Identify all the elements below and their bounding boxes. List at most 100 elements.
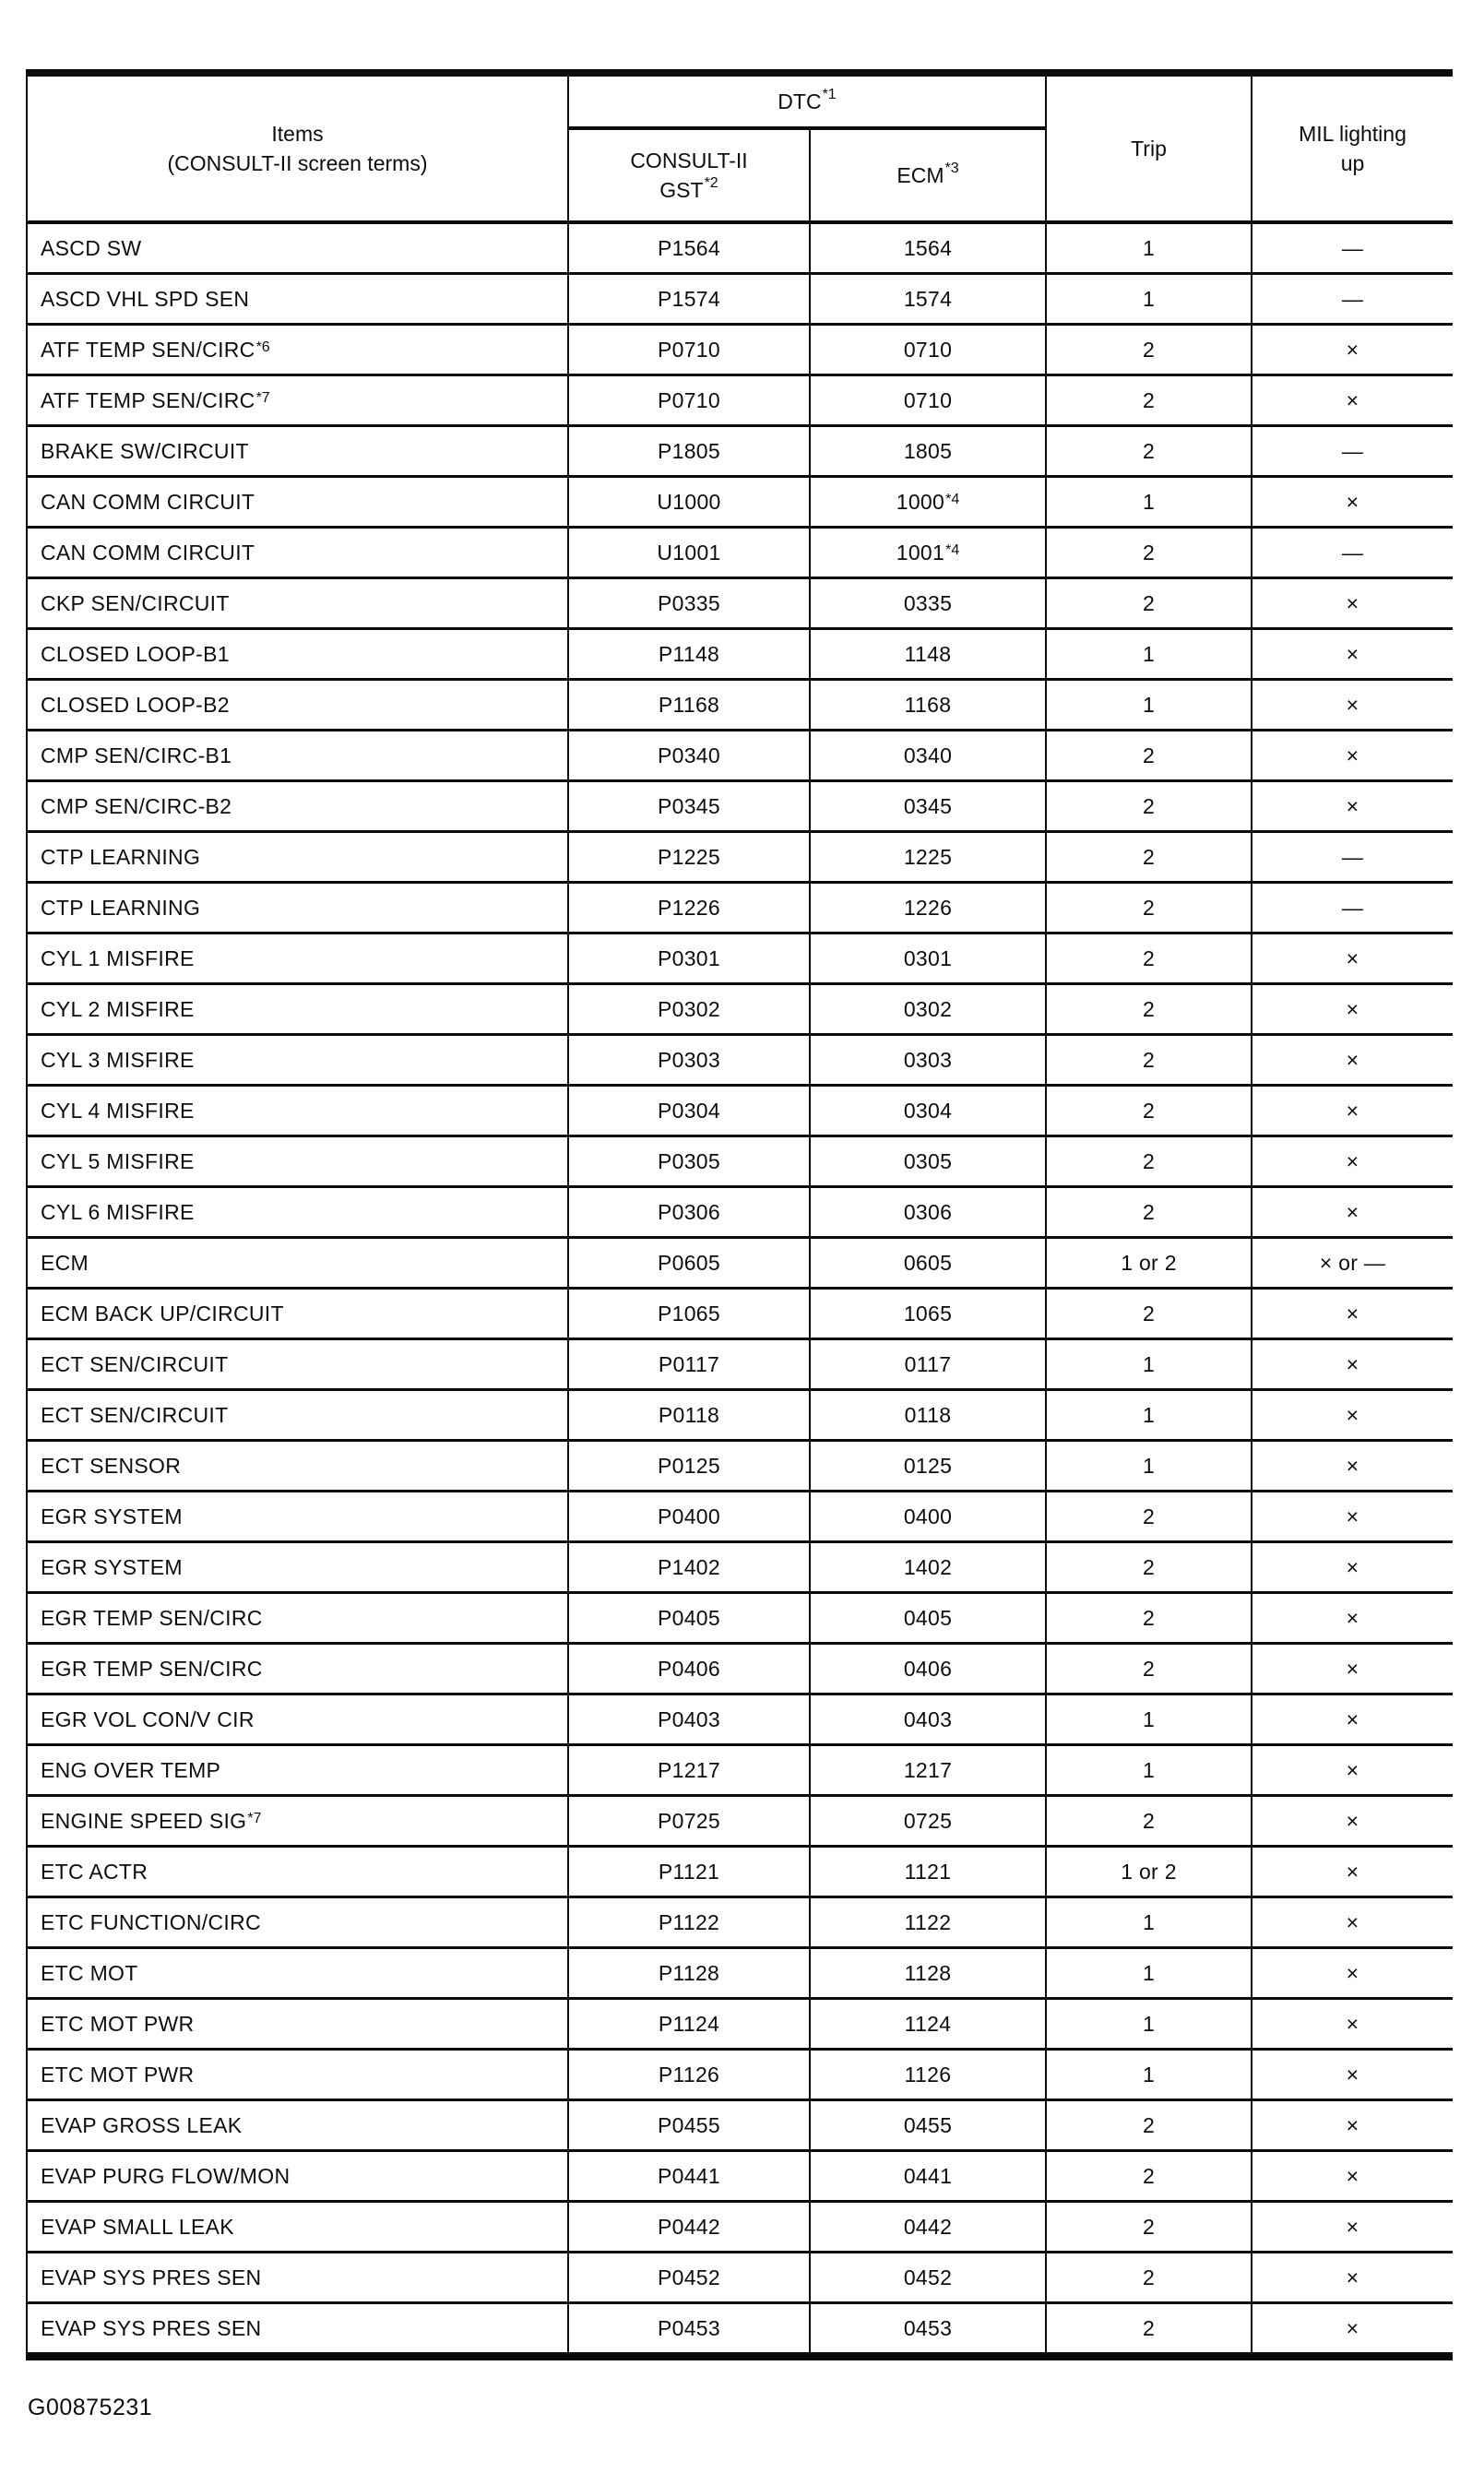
- trip-cell: 1: [1045, 275, 1251, 323]
- mil-lighting-cell: ×: [1251, 1290, 1453, 1338]
- table-row: ENG OVER TEMP P1217 1217 1 ×: [28, 1743, 1453, 1794]
- mil-lighting-cell: ×: [1251, 1645, 1453, 1693]
- trip-cell: 1: [1045, 2000, 1251, 2048]
- ecm-code-cell: 1805: [809, 427, 1045, 475]
- mil-lighting-cell: ×: [1251, 1340, 1453, 1388]
- ecm-code-cell: 0403: [809, 1695, 1045, 1743]
- mil-lighting-cell: —: [1251, 224, 1453, 272]
- trip-cell: 2: [1045, 2101, 1251, 2149]
- consult-gst-code-cell: P0303: [567, 1036, 809, 1084]
- mil-lighting-cell: ×: [1251, 1543, 1453, 1591]
- ecm-code-cell: 0710: [809, 326, 1045, 374]
- mil-lighting-cell: ×: [1251, 731, 1453, 779]
- mil-lighting-cell: ×: [1251, 1898, 1453, 1946]
- footnote-marker: *1: [822, 87, 837, 103]
- mil-lighting-cell: × or —: [1251, 1239, 1453, 1287]
- mil-lighting-cell: —: [1251, 427, 1453, 475]
- ecm-code-cell: 0304: [809, 1087, 1045, 1135]
- header-trip: Trip: [1045, 77, 1251, 220]
- item-cell: ETC FUNCTION/CIRC: [41, 1909, 261, 1934]
- mil-lighting-cell: ×: [1251, 326, 1453, 374]
- item-cell: EGR VOL CON/V CIR: [41, 1706, 255, 1731]
- header-dtc: DTC*1: [567, 77, 1045, 130]
- table-row: ETC MOT P1128 1128 1 ×: [28, 1946, 1453, 1997]
- mil-lighting-cell: ×: [1251, 1036, 1453, 1084]
- trip-cell: 2: [1045, 1797, 1251, 1845]
- table-row: CYL 5 MISFIRE P0305 0305 2 ×: [28, 1135, 1453, 1185]
- trip-cell: 1: [1045, 478, 1251, 526]
- item-cell: EGR SYSTEM: [41, 1554, 183, 1579]
- item-cell: EVAP SYS PRES SEN: [41, 2315, 262, 2340]
- ecm-code-cell: 0710: [809, 376, 1045, 424]
- mil-lighting-cell: ×: [1251, 1391, 1453, 1439]
- trip-cell: 2: [1045, 579, 1251, 627]
- consult-gst-code-cell: P1122: [567, 1898, 809, 1946]
- ecm-code-cell: 0441: [809, 2152, 1045, 2200]
- trip-cell: 2: [1045, 326, 1251, 374]
- item-cell: ENGINE SPEED SIG *7: [41, 1808, 262, 1833]
- trip-cell: 2: [1045, 1492, 1251, 1540]
- ecm-code-cell: 1168: [809, 681, 1045, 729]
- mil-lighting-cell: —: [1251, 275, 1453, 323]
- item-cell: BRAKE SW/CIRCUIT: [41, 438, 249, 463]
- table-row: ATF TEMP SEN/CIRC *6 P0710 0710 2 ×: [28, 323, 1453, 374]
- trip-cell: 2: [1045, 1645, 1251, 1693]
- header-consult-line1: CONSULT-II: [630, 149, 748, 172]
- mil-lighting-cell: ×: [1251, 934, 1453, 982]
- item-cell: EVAP PURG FLOW/MON: [41, 2163, 291, 2188]
- trip-cell: 1 or 2: [1045, 1848, 1251, 1896]
- table-row: CAN COMM CIRCUIT U1001 1001 *4 2 —: [28, 526, 1453, 577]
- trip-cell: 2: [1045, 884, 1251, 932]
- trip-cell: 2: [1045, 1188, 1251, 1236]
- item-cell: ETC MOT: [41, 1960, 138, 1985]
- trip-cell: 2: [1045, 427, 1251, 475]
- ecm-code-cell: 1217: [809, 1746, 1045, 1794]
- trip-cell: 2: [1045, 376, 1251, 424]
- table-row: ETC ACTR P1121 1121 1 or 2 ×: [28, 1845, 1453, 1896]
- table-row: EVAP GROSS LEAK P0455 0455 2 ×: [28, 2099, 1453, 2149]
- table-row: CMP SEN/CIRC-B2 P0345 0345 2 ×: [28, 779, 1453, 830]
- ecm-code-cell: 0345: [809, 782, 1045, 830]
- table-row: EGR SYSTEM P1402 1402 2 ×: [28, 1540, 1453, 1591]
- mil-lighting-cell: ×: [1251, 2152, 1453, 2200]
- ecm-code-cell: 1148: [809, 630, 1045, 678]
- item-cell: CLOSED LOOP-B2: [41, 692, 230, 717]
- ecm-code-cell: 0305: [809, 1137, 1045, 1185]
- consult-gst-code-cell: P1121: [567, 1848, 809, 1896]
- mil-lighting-cell: ×: [1251, 1949, 1453, 1997]
- table-row: CMP SEN/CIRC-B1 P0340 0340 2 ×: [28, 729, 1453, 779]
- table-row: ECT SEN/CIRCUIT P0117 0117 1 ×: [28, 1338, 1453, 1388]
- consult-gst-code-cell: P0400: [567, 1492, 809, 1540]
- consult-gst-code-cell: P0345: [567, 782, 809, 830]
- table-row: CTP LEARNING P1225 1225 2 —: [28, 830, 1453, 881]
- consult-gst-code-cell: P0306: [567, 1188, 809, 1236]
- item-cell: CYL 3 MISFIRE: [41, 1047, 195, 1072]
- consult-gst-code-cell: P1564: [567, 224, 809, 272]
- consult-gst-code-cell: P0710: [567, 326, 809, 374]
- consult-gst-code-cell: P0455: [567, 2101, 809, 2149]
- item-cell: ECM BACK UP/CIRCUIT: [41, 1301, 284, 1326]
- table-row: EVAP SMALL LEAK P0442 0442 2 ×: [28, 2200, 1453, 2251]
- item-cell: ETC MOT PWR: [41, 2062, 195, 2087]
- trip-cell: 1: [1045, 1340, 1251, 1388]
- item-cell: CKP SEN/CIRCUIT: [41, 590, 230, 615]
- dtc-table-header: Items (CONSULT-II screen terms) DTC*1 CO…: [28, 77, 1453, 224]
- header-consult-gst: CONSULT-II GST*2: [567, 130, 809, 220]
- consult-gst-code-cell: P0304: [567, 1087, 809, 1135]
- trip-cell: 2: [1045, 2304, 1251, 2352]
- trip-cell: 1 or 2: [1045, 1239, 1251, 1287]
- ecm-code-cell: 0335: [809, 579, 1045, 627]
- item-cell: CYL 1 MISFIRE: [41, 945, 195, 970]
- item-cell: CYL 2 MISFIRE: [41, 996, 195, 1021]
- item-cell: ETC ACTR: [41, 1859, 148, 1884]
- ecm-code-cell: 0340: [809, 731, 1045, 779]
- ecm-code-cell: 1225: [809, 833, 1045, 881]
- item-cell: CAN COMM CIRCUIT: [41, 489, 255, 514]
- ecm-code-cell: 0306: [809, 1188, 1045, 1236]
- consult-gst-code-cell: P1148: [567, 630, 809, 678]
- trip-cell: 2: [1045, 1137, 1251, 1185]
- ecm-code-cell: 1124: [809, 2000, 1045, 2048]
- trip-cell: 1: [1045, 1391, 1251, 1439]
- ecm-code-cell: 1574: [809, 275, 1045, 323]
- ecm-code-cell: 0406: [809, 1645, 1045, 1693]
